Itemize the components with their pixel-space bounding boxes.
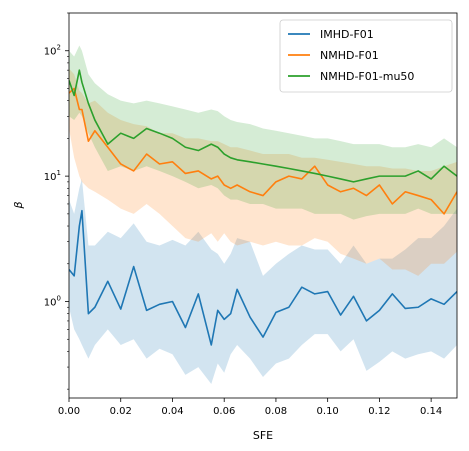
confidence-bands — [69, 45, 457, 384]
x-tick-label: 0.00 — [58, 406, 80, 417]
x-tick-label: 0.08 — [265, 406, 287, 417]
legend-label-imhd-f01: IMHD-F01 — [320, 28, 374, 41]
series-line-nmhd-f01-mu50 — [69, 69, 457, 183]
legend-label-nmhd-f01-mu50: NMHD-F01-mu50 — [320, 70, 414, 83]
x-tick-label: 0.06 — [213, 406, 235, 417]
y-tick-label: 101 — [44, 169, 61, 183]
x-tick-label: 0.14 — [420, 406, 442, 417]
legend: IMHD-F01 NMHD-F01 NMHD-F01-mu50 — [279, 19, 453, 93]
legend-label-nmhd-f01: NMHD-F01 — [320, 49, 379, 62]
y-axis: 100 101 102 — [44, 12, 69, 390]
x-tick-label: 0.04 — [161, 406, 183, 417]
y-axis-label: β — [12, 201, 25, 209]
x-axis: 0.00 0.02 0.04 0.06 0.08 0.10 0.12 0.14 — [58, 398, 442, 417]
band-imhd-f01 — [69, 178, 457, 384]
legend-box — [279, 19, 453, 93]
series-line-imhd-f01 — [69, 209, 457, 346]
series-line-nmhd-f01 — [69, 87, 457, 215]
y-tick-label: 100 — [44, 295, 61, 309]
x-tick-label: 0.10 — [317, 406, 339, 417]
x-axis-label: SFE — [253, 429, 273, 442]
band-nmhd-f01-mu50 — [69, 45, 457, 220]
x-tick-label: 0.12 — [368, 406, 390, 417]
band-nmhd-f01 — [69, 68, 457, 276]
x-tick-label: 0.02 — [110, 406, 132, 417]
y-tick-label: 102 — [44, 44, 61, 58]
plot-frame — [68, 12, 458, 399]
series-lines — [69, 69, 457, 346]
